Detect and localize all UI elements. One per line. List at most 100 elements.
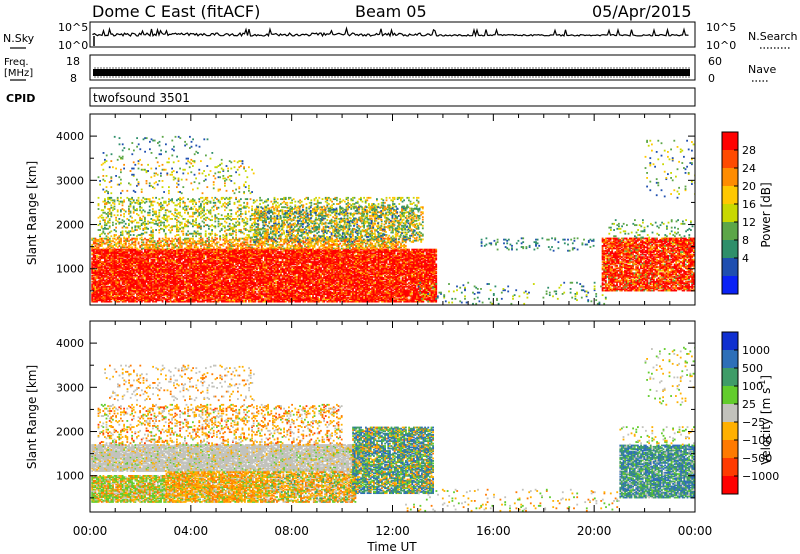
power-cell	[232, 279, 234, 282]
power-cell	[219, 259, 222, 262]
power-cell	[230, 278, 233, 281]
power-cell	[281, 252, 284, 255]
power-cell	[132, 295, 135, 298]
power-cell	[126, 282, 129, 284]
power-cell	[233, 298, 236, 301]
power-cell	[195, 251, 198, 253]
power-cell	[168, 279, 170, 282]
power-cell	[164, 271, 167, 273]
power-cell	[179, 294, 182, 297]
power-cell	[177, 290, 180, 293]
power-cell	[132, 287, 135, 289]
power-cell	[193, 285, 196, 288]
power-cell	[91, 299, 94, 302]
power-cell	[244, 298, 247, 301]
power-cell	[94, 297, 97, 299]
power-cell	[214, 294, 217, 297]
power-cell	[214, 283, 217, 286]
power-cell	[177, 266, 180, 268]
power-cell	[219, 256, 222, 258]
power-cell	[196, 251, 199, 253]
power-cell	[139, 267, 142, 270]
power-cell	[273, 271, 276, 273]
power-cell	[195, 275, 198, 278]
power-cell	[123, 297, 126, 299]
power-cell	[248, 263, 250, 266]
power-cell	[193, 288, 196, 291]
power-cell	[168, 283, 170, 286]
power-cell	[137, 278, 140, 281]
nave-bottom-tick: 0	[708, 72, 715, 85]
power-cell	[259, 267, 262, 270]
power-cell	[222, 268, 225, 271]
power-cell	[100, 252, 103, 255]
power-cell	[220, 297, 223, 299]
power-cell	[251, 272, 254, 275]
power-cell	[177, 267, 180, 270]
power-cell	[291, 295, 294, 298]
power-cell	[107, 292, 110, 294]
power-cell	[251, 290, 254, 293]
power-cell	[284, 298, 287, 301]
power-cell	[272, 285, 274, 288]
power-cell	[262, 264, 265, 267]
power-cell	[144, 268, 146, 271]
power-cell	[276, 272, 279, 275]
power-cell	[257, 264, 260, 267]
power-cell	[225, 282, 228, 284]
power-cell	[230, 262, 233, 265]
power-cell	[113, 299, 116, 302]
power-cell	[129, 298, 132, 301]
power-cell	[128, 299, 130, 302]
power-cell	[289, 264, 292, 267]
power-cell	[161, 300, 164, 303]
power-cell	[217, 268, 220, 271]
power-cell	[203, 300, 206, 303]
power-cell	[272, 267, 274, 270]
power-cell	[129, 274, 132, 277]
power-cell	[227, 259, 230, 262]
power-cell	[251, 282, 254, 284]
power-cell	[142, 258, 145, 261]
power-cell	[216, 282, 218, 284]
power-cell	[153, 266, 156, 268]
power-cell	[148, 285, 151, 288]
power-cell	[139, 268, 142, 271]
power-cell	[144, 283, 146, 286]
power-cell	[270, 252, 273, 255]
power-cell	[254, 263, 257, 266]
power-cell	[283, 257, 286, 260]
power-cell	[153, 251, 156, 253]
power-cell	[105, 280, 108, 283]
power-cell	[180, 252, 183, 255]
power-cell	[132, 290, 135, 293]
power-cell	[208, 288, 210, 291]
power-cell	[283, 272, 286, 275]
power-cell	[284, 278, 287, 281]
power-cell	[150, 290, 153, 293]
power-cell	[289, 280, 292, 283]
power-cell	[99, 248, 102, 251]
power-cell	[185, 289, 188, 292]
power-cell	[188, 264, 191, 267]
power-cell	[225, 262, 228, 265]
power-cell	[206, 254, 209, 257]
power-cell	[259, 282, 262, 284]
power-cell	[94, 274, 97, 277]
power-cell	[257, 263, 260, 266]
power-cell	[217, 279, 220, 282]
power-cell	[94, 261, 97, 263]
power-cell	[128, 279, 130, 282]
power-cell	[203, 256, 206, 258]
power-cell	[152, 295, 154, 298]
power-cell	[248, 298, 250, 301]
power-cell	[276, 294, 279, 297]
power-cell	[230, 264, 233, 267]
power-cell	[107, 290, 110, 293]
power-cell	[222, 287, 225, 289]
power-cell	[150, 297, 153, 299]
power-cell	[203, 251, 206, 253]
power-cell	[244, 294, 247, 297]
power-cell	[182, 269, 185, 272]
power-cell	[118, 259, 121, 262]
